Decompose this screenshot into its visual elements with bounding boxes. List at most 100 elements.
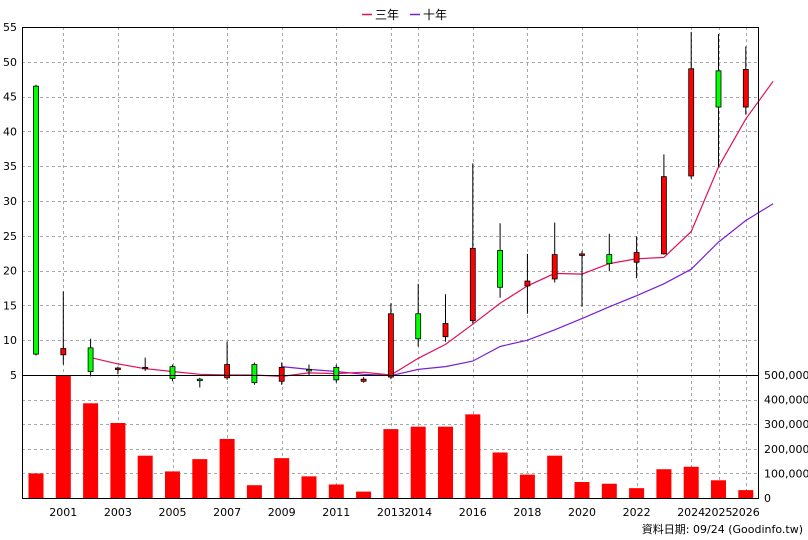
price-tick-label: 55 (3, 21, 17, 34)
volume-bar (410, 426, 426, 498)
candle (333, 364, 340, 383)
candle-body (142, 366, 149, 370)
candle-body (33, 85, 39, 355)
volume-axis: 0 100,000 200,000 300,000 400,000 500,000 (764, 369, 808, 505)
candle-body (169, 366, 176, 379)
candle (442, 294, 449, 342)
candle-body (333, 366, 340, 381)
volume-tick-label: 500,000 (764, 369, 808, 382)
candle (469, 163, 476, 324)
candle-body (87, 347, 94, 372)
candle-body (415, 313, 422, 340)
candle (524, 253, 531, 314)
volume-bar (83, 403, 99, 498)
candle-body (661, 176, 667, 255)
price-tick-label: 25 (3, 230, 17, 243)
legend-label: 三年 (375, 8, 399, 22)
price-tick-label: 40 (3, 125, 17, 138)
volume-panel-frame (22, 375, 759, 499)
price-tick-label: 35 (3, 160, 17, 173)
volume-bar (219, 438, 235, 498)
price-tick-label: 50 (3, 56, 17, 69)
volume-bar (629, 488, 645, 498)
volume-bar (601, 483, 617, 498)
volume-bar (246, 485, 262, 498)
grid (22, 27, 758, 499)
year-tick-label: 2009 (268, 506, 296, 519)
candle-body (360, 378, 367, 382)
volume-tick-label: 200,000 (764, 443, 808, 456)
volume-bar (683, 466, 699, 498)
candle (715, 33, 722, 167)
year-tick-label: 2003 (104, 506, 132, 519)
legend-entry: 十年 (410, 8, 447, 22)
candle-body (633, 252, 640, 263)
candle-body (387, 313, 394, 378)
year-tick-label: 2016 (459, 506, 487, 519)
volume-tick-label: 300,000 (764, 418, 808, 431)
candle-body (551, 254, 558, 280)
candle (688, 31, 695, 179)
price-tick-label: 10 (3, 334, 17, 347)
volume-bar (28, 473, 44, 498)
year-tick-label: 2018 (513, 506, 541, 519)
volume-bars (28, 375, 754, 498)
volume-tick-label: 100,000 (764, 467, 808, 480)
volume-bar (574, 482, 590, 498)
candle-body (60, 348, 67, 356)
volume-bar (492, 452, 508, 498)
volume-bar (301, 476, 317, 498)
candle-body (715, 70, 722, 108)
candle-body (196, 378, 203, 382)
price-tick-label: 30 (3, 195, 17, 208)
year-axis: 2001 2003 2005 2007 2009 2011 2013 2014 2016 2018… (49, 506, 759, 519)
volume-bar (165, 471, 180, 498)
year-tick-label: 2013 (377, 506, 405, 519)
candle (497, 223, 504, 298)
volume-bar (55, 375, 71, 498)
price-tick-label: 45 (3, 91, 17, 104)
volume-bar (110, 422, 126, 498)
candle (415, 283, 422, 347)
year-tick-label: 2005 (159, 506, 187, 519)
candle (579, 251, 585, 307)
candle (115, 366, 121, 375)
volume-bar (547, 455, 563, 498)
source-label: 資料日期: 09/24 (Goodinfo.tw) (642, 522, 803, 536)
volume-bar (383, 429, 399, 498)
candle-body (497, 250, 504, 288)
volume-bar (519, 474, 535, 498)
year-tick-label: 2007 (213, 506, 241, 519)
candle (278, 362, 285, 385)
volume-bar (356, 491, 372, 498)
candle-body (115, 367, 121, 370)
ma-10yr-line (281, 203, 774, 377)
year-tick-label: 2014 (404, 506, 432, 519)
candle (169, 364, 176, 382)
candle (306, 364, 312, 376)
candle (224, 341, 231, 380)
year-tick-label: 2020 (568, 506, 596, 519)
volume-bar (328, 484, 344, 498)
legend-entry: 三年 (362, 8, 399, 22)
price-tick-label: 15 (3, 299, 17, 312)
ma-3yr-line (90, 80, 774, 378)
candle (60, 291, 67, 365)
price-tick-label: 20 (3, 265, 17, 278)
candle (142, 357, 149, 371)
candle (661, 154, 667, 255)
candle (196, 377, 203, 388)
candle-body (469, 247, 476, 322)
candle-body (688, 68, 695, 177)
candle-body (278, 366, 285, 382)
year-tick-label: 2025 (705, 506, 733, 519)
candle (251, 362, 258, 385)
moving-average-lines (90, 80, 774, 378)
candle-body (224, 364, 231, 379)
candle (387, 303, 394, 380)
candle (33, 84, 39, 356)
volume-bar (137, 455, 153, 498)
volume-bar (656, 469, 672, 498)
candle (606, 233, 613, 272)
